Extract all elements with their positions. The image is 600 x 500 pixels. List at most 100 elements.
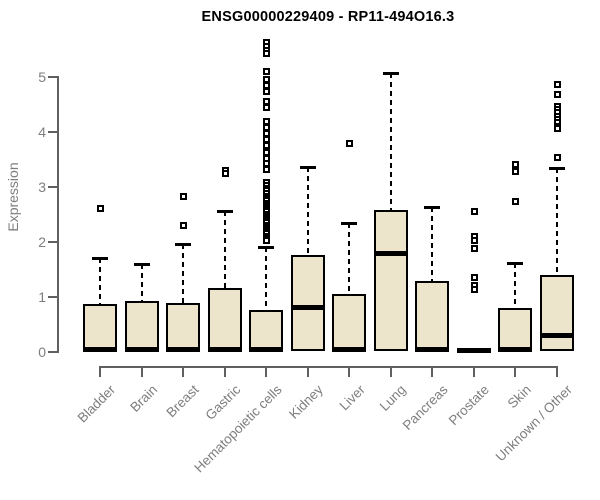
box (332, 294, 366, 351)
x-category-label: Pancreas (399, 382, 451, 433)
x-tick (265, 368, 267, 377)
y-tick-label: 1 (38, 289, 46, 305)
y-tick (48, 296, 57, 298)
box (290, 254, 325, 351)
y-tick (48, 76, 57, 78)
outlier-point (470, 245, 478, 253)
outlier-point (263, 148, 270, 156)
whisker-cap (341, 221, 357, 225)
outlier-point (346, 140, 353, 148)
box (83, 303, 117, 351)
median-line (415, 346, 449, 352)
x-tick (431, 368, 433, 377)
whisker-cap (216, 209, 233, 213)
median-line (124, 346, 159, 352)
median-line (207, 346, 242, 352)
outlier-point (263, 130, 270, 138)
y-tick-label: 2 (38, 234, 46, 250)
median-line (456, 347, 491, 353)
box-whisker (431, 206, 433, 281)
y-axis-line (57, 76, 59, 353)
box (498, 307, 532, 351)
x-category-label: Lung (377, 382, 410, 414)
box-whisker (265, 246, 267, 311)
outlier-point (221, 169, 229, 177)
box (166, 302, 200, 351)
outlier-point (263, 103, 270, 111)
box (539, 275, 574, 351)
median-line (83, 346, 117, 352)
x-tick (182, 368, 184, 377)
outlier-point (470, 236, 478, 244)
median-line (539, 332, 574, 338)
outlier-point (263, 159, 270, 167)
whisker-cap (133, 262, 150, 266)
x-category-label: Breast (163, 382, 202, 421)
box-whisker (306, 166, 309, 255)
outlier-point (470, 207, 478, 215)
outlier-point (180, 221, 187, 229)
chart-title: ENSG00000229409 - RP11-494O16.3 (201, 9, 455, 25)
x-tick (99, 368, 101, 377)
whisker-cap (424, 205, 440, 209)
box (207, 287, 242, 351)
box (249, 310, 283, 351)
outlier-point (263, 67, 270, 75)
x-category-label: Liver (336, 382, 368, 414)
x-tick (555, 368, 558, 377)
box-whisker (389, 72, 392, 211)
outlier-point (263, 87, 270, 95)
outlier-point (263, 236, 270, 244)
whisker-cap (382, 71, 399, 75)
box (373, 210, 408, 351)
x-category-label: Bladder (75, 382, 119, 426)
y-tick (48, 186, 57, 188)
y-tick (48, 241, 57, 243)
outlier-point (553, 125, 561, 133)
box-whisker (99, 257, 101, 304)
x-category-label: Prostate (445, 382, 493, 429)
y-tick (48, 351, 57, 353)
whisker-cap (299, 165, 316, 169)
outlier-point (263, 75, 270, 83)
x-tick (348, 368, 350, 377)
outlier-point (470, 274, 478, 282)
median-line (249, 346, 283, 352)
y-tick-label: 0 (38, 344, 46, 360)
whisker-cap (258, 245, 274, 249)
x-tick (472, 368, 475, 377)
whisker-cap (92, 256, 108, 260)
outlier-point (553, 154, 561, 162)
box-whisker (223, 210, 226, 288)
outlier-point (263, 124, 270, 132)
x-tick (223, 368, 226, 377)
x-tick (389, 368, 392, 377)
whisker-cap (548, 166, 565, 170)
y-tick-label: 5 (38, 69, 46, 85)
outlier-point (263, 81, 270, 89)
median-line (166, 346, 200, 352)
x-category-label: Gastric (202, 382, 244, 423)
y-tick (48, 131, 57, 133)
box-whisker (348, 222, 350, 295)
median-line (332, 346, 366, 352)
box (124, 300, 159, 351)
x-category-label: Unknown / Other (492, 382, 576, 465)
x-tick (514, 368, 516, 377)
x-axis-line (99, 366, 558, 368)
outlier-point (553, 81, 561, 89)
box (415, 280, 449, 351)
outlier-point (263, 165, 270, 173)
x-tick (140, 368, 143, 377)
outlier-point (97, 205, 104, 212)
x-category-label: Kidney (286, 382, 327, 422)
x-category-label: Skin (504, 382, 534, 412)
whisker-cap (507, 262, 523, 265)
outlier-point (512, 161, 519, 168)
x-tick (306, 368, 309, 377)
box-whisker (555, 167, 558, 276)
outlier-point (553, 91, 561, 99)
x-category-label: Brain (127, 382, 161, 415)
outlier-point (512, 168, 519, 176)
